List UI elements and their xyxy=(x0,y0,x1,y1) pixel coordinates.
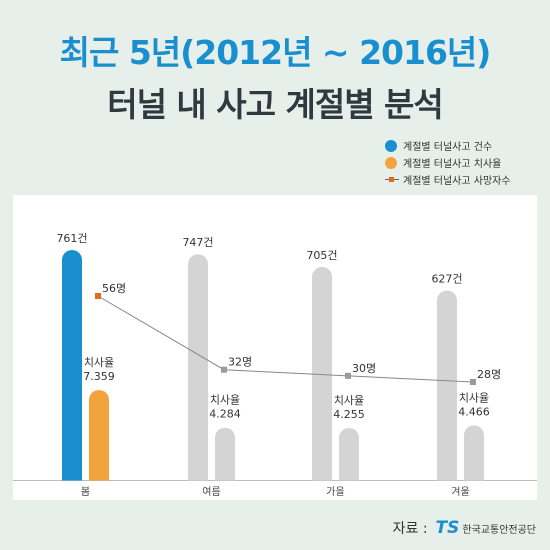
legend-circle-icon xyxy=(385,139,397,152)
legend-item-deaths: 계절별 터널사고 사망자수 xyxy=(385,171,545,188)
category-label: 봄 xyxy=(81,486,90,498)
label-deaths: 30명 xyxy=(352,362,376,375)
label-fatality-rate-title: 치사율 xyxy=(84,356,114,369)
category-label: 가을 xyxy=(326,486,344,498)
label-accidents: 705건 xyxy=(306,249,337,262)
bar-accidents xyxy=(312,266,332,481)
label-fatality-rate: 4.466 xyxy=(458,405,490,418)
label-deaths: 32명 xyxy=(228,356,252,369)
bar-accidents-base xyxy=(188,470,208,481)
bar-fatality-rate xyxy=(464,425,484,481)
label-fatality-rate: 7.359 xyxy=(83,370,115,383)
bar-fatality-rate-base xyxy=(464,470,484,481)
legend-line-marker-icon xyxy=(385,174,399,186)
bar-accidents-base xyxy=(437,470,457,481)
bar-accidents-base xyxy=(62,470,82,481)
deaths-line xyxy=(97,295,474,383)
bar-fatality-rate-base xyxy=(89,470,109,481)
legend-label: 계절별 터널사고 치사율 xyxy=(403,159,502,170)
bar-fatality-rate xyxy=(339,427,359,481)
label-fatality-rate: 4.284 xyxy=(209,408,241,421)
label-fatality-rate: 4.255 xyxy=(333,408,365,421)
legend-item-accidents: 계절별 터널사고 건수 xyxy=(385,137,545,154)
legend-label: 계절별 터널사고 건수 xyxy=(403,142,493,153)
source-label: 자료 : xyxy=(392,521,428,537)
chart-title-line1: 최근 5년(2012년 ~ 2016년) xyxy=(59,33,492,72)
bar-accidents xyxy=(437,290,457,481)
ts-logo-mark: TS xyxy=(435,518,460,538)
source-org-name: 한국교통안전공단 xyxy=(462,524,536,536)
bar-fatality-rate xyxy=(215,427,235,481)
label-deaths: 28명 xyxy=(477,368,501,381)
deaths-marker xyxy=(470,379,476,385)
label-fatality-rate-title: 치사율 xyxy=(210,394,240,407)
label-deaths: 56명 xyxy=(102,282,126,295)
label-accidents: 761건 xyxy=(56,232,87,245)
category-label: 겨울 xyxy=(451,486,469,498)
deaths-marker xyxy=(95,293,101,299)
bar-fatality-rate-base xyxy=(339,470,359,481)
seasonal-chart: 761건치사율7.359봄747건치사율4.284여름705건치사율4.255가… xyxy=(13,232,537,498)
label-fatality-rate-title: 치사율 xyxy=(334,394,364,407)
ts-logo: TS 한국교통안전공단 xyxy=(436,518,536,538)
deaths-marker xyxy=(221,366,227,373)
legend-circle-icon xyxy=(385,156,397,169)
bar-accidents xyxy=(62,250,82,481)
bar-fatality-rate xyxy=(89,390,109,481)
bar-accidents xyxy=(188,254,208,481)
chart-legend: 계절별 터널사고 건수 계절별 터널사고 치사율 계절별 터널사고 사망자수 xyxy=(385,137,545,188)
category-label: 여름 xyxy=(202,486,220,498)
label-fatality-rate-title: 치사율 xyxy=(459,391,489,404)
bar-fatality-rate-base xyxy=(215,470,235,481)
source-credit: 자료 : TS 한국교통안전공단 xyxy=(393,518,536,538)
chart-title-line2: 터널 내 사고 계절별 분석 xyxy=(107,85,444,124)
chart-panel: 761건 치사율 7.359 봄 747건 치사율 4.284 여름 705건 치사율 4.255 가… xyxy=(13,195,537,500)
bar-accidents-base xyxy=(312,470,332,481)
legend-item-fatality-rate: 계절별 터널사고 치사율 xyxy=(385,154,545,171)
legend-label: 계절별 터널사고 사망자수 xyxy=(403,176,511,187)
label-accidents: 627건 xyxy=(431,272,462,285)
label-accidents: 747건 xyxy=(182,236,213,249)
deaths-marker xyxy=(345,372,351,379)
